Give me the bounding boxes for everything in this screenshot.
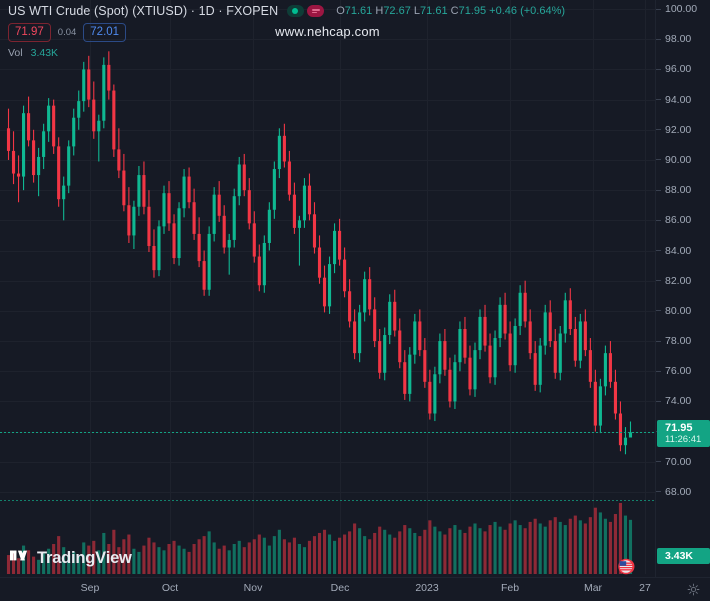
time-tick: Sep — [80, 582, 100, 594]
price-tick: 80.00 — [656, 304, 710, 318]
price-tick: 84.00 — [656, 244, 710, 258]
current-price-countdown: 11:26:41 — [665, 434, 702, 446]
price-scale[interactable]: 100.00 98.00 96.00 94.00 92.00 90.00 88.00 86.0… — [655, 0, 710, 577]
price-tick: 82.00 — [656, 274, 710, 288]
price-tick: 92.00 — [656, 123, 710, 137]
time-tick: Oct — [161, 582, 179, 594]
chart-plot-area[interactable] — [0, 0, 655, 577]
current-price-value: 71.95 — [665, 422, 693, 435]
time-tick: Mar — [583, 582, 603, 594]
price-tick: 68.00 — [656, 485, 710, 499]
price-tick: 94.00 — [656, 93, 710, 107]
price-tick: 96.00 — [656, 62, 710, 76]
current-volume-badge[interactable]: 3.43K — [657, 548, 710, 564]
price-tick: 86.00 — [656, 213, 710, 227]
price-tick: 70.00 — [656, 455, 710, 469]
price-tick: 76.00 — [656, 364, 710, 378]
price-tick: 98.00 — [656, 32, 710, 46]
time-tick: Nov — [243, 582, 263, 594]
chart-settings-gear-icon[interactable] — [687, 583, 700, 596]
current-price-badge[interactable]: 71.95 11:26:41 — [657, 420, 710, 448]
time-tick: Dec — [330, 582, 350, 594]
price-tick: 90.00 — [656, 153, 710, 167]
price-tick: 78.00 — [656, 334, 710, 348]
us-flag-event-icon[interactable] — [618, 558, 635, 575]
time-tick: Feb — [500, 582, 520, 594]
time-tick: 2023 — [415, 582, 439, 594]
time-tick: 27 — [639, 582, 651, 594]
candlestick-chart-svg — [0, 51, 655, 574]
price-tick: 88.00 — [656, 183, 710, 197]
price-tick: 74.00 — [656, 394, 710, 408]
time-scale[interactable]: Sep Oct Nov Dec 2023 Feb Mar 27 — [0, 577, 710, 601]
price-tick: 100.00 — [656, 2, 710, 16]
